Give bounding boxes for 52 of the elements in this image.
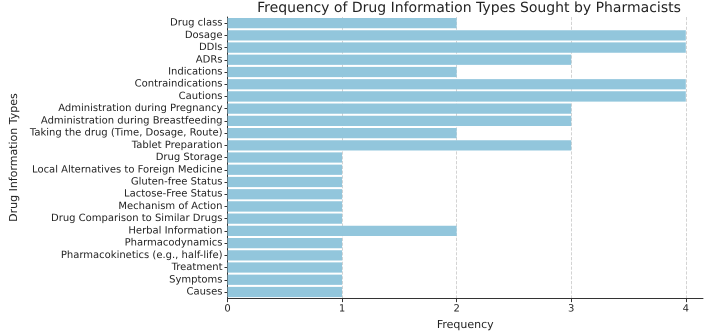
bar	[228, 42, 686, 53]
bar	[228, 79, 686, 90]
bar	[228, 140, 572, 150]
bar	[228, 104, 572, 114]
bar	[228, 116, 572, 126]
y-tick-label: Mechanism of Action	[118, 200, 223, 212]
bar	[228, 128, 457, 138]
y-tick-label: Administration during Breastfeeding	[40, 115, 223, 126]
y-tick-label: Tablet Preparation	[130, 140, 223, 151]
y-axis-title: Drug Information Types	[7, 92, 20, 222]
bar	[228, 250, 342, 260]
y-tick-label: Drug Comparison to Similar Drugs	[51, 213, 223, 224]
bar	[228, 274, 342, 285]
chart-title: Frequency of Drug Information Types Sought by Pharmacists	[257, 0, 681, 16]
y-tick-label: Gluten-free Status	[130, 176, 223, 188]
bar	[228, 18, 457, 28]
x-tick-label: 3	[568, 304, 574, 315]
y-tick-label: Drug Storage	[156, 152, 223, 164]
y-tick-label: Cautions	[178, 90, 223, 102]
bar	[228, 152, 342, 163]
bar	[228, 176, 342, 188]
y-tick-label: Pharmacodynamics	[124, 238, 223, 249]
y-tick-label: Taking the drug (Time, Dosage, Route)	[28, 128, 223, 139]
y-tick-label: Treatment	[170, 262, 223, 274]
bar	[228, 201, 342, 212]
y-tick-label: Contraindications	[134, 78, 223, 90]
y-tick-label: Administration during Pregnancy	[58, 103, 223, 114]
bar	[228, 91, 686, 102]
y-tick-label: ADRs	[196, 54, 223, 66]
y-tick-label: Local Alternatives to Foreign Medicine	[32, 164, 223, 176]
bar	[228, 54, 572, 65]
x-tick-label: 2	[453, 304, 460, 315]
x-tick-label: 4	[682, 304, 689, 315]
y-tick-label: Drug class	[170, 18, 223, 29]
bar	[228, 164, 342, 175]
y-tick-label: Symptoms	[169, 274, 223, 286]
bar	[228, 189, 342, 200]
y-tick-label: DDIs	[198, 42, 223, 54]
y-tick-label: Causes	[186, 286, 223, 298]
y-tick-label: Indications	[168, 66, 223, 78]
bar	[228, 66, 457, 78]
bar	[228, 30, 686, 40]
bar	[228, 262, 342, 273]
y-tick-label: Herbal Information	[128, 225, 223, 236]
y-tick-label: Lactose-Free Status	[124, 188, 223, 200]
x-tick-label: 0	[224, 304, 231, 315]
bar	[228, 286, 342, 298]
x-tick-label: 1	[338, 304, 346, 315]
x-axis-title: Frequency	[436, 318, 494, 331]
y-tick-label: Dosage	[184, 30, 223, 41]
bar	[228, 238, 342, 248]
y-tick-label: Pharmacokinetics (e.g., half-life)	[60, 250, 223, 261]
